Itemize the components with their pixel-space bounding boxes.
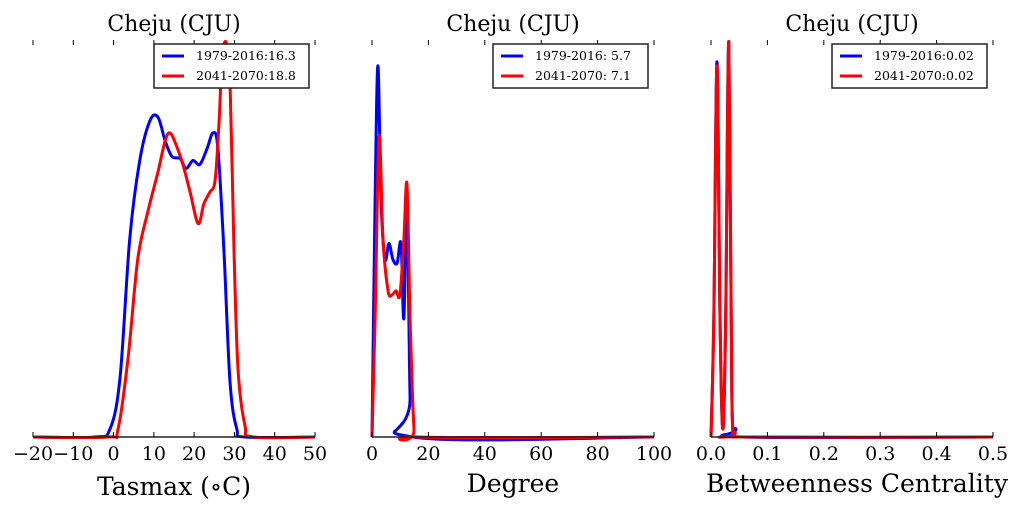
legend-box bbox=[153, 43, 310, 89]
legend: 1979-2016: 5.7 2041-2070: 7.1 bbox=[492, 43, 649, 89]
series-line-2 bbox=[370, 134, 655, 442]
x-tick-label: 100 bbox=[636, 443, 672, 465]
legend-label: 2041-2070: 7.1 bbox=[535, 68, 631, 83]
legend: 1979-2016:16.3 2041-2070:18.8 bbox=[153, 43, 310, 89]
legend-box bbox=[831, 43, 988, 89]
chart-title: Cheju (CJU) bbox=[107, 12, 240, 37]
x-tick-label: 0.3 bbox=[865, 443, 895, 465]
x-tick-label: 30 bbox=[222, 443, 246, 465]
legend-label: 1979-2016:16.3 bbox=[196, 48, 296, 63]
series-line-2 bbox=[32, 39, 316, 440]
x-tick-label: 0.1 bbox=[752, 443, 782, 465]
legend-label: 2041-2070:0.02 bbox=[874, 68, 974, 83]
x-axis-label: Betweenness Centrality bbox=[706, 469, 1009, 498]
series-line-1 bbox=[709, 40, 994, 440]
x-tick-label: 0 bbox=[366, 443, 378, 465]
x-axis-label: Tasmax (∘C) bbox=[97, 472, 251, 501]
x-tick-label: 0.5 bbox=[978, 443, 1008, 465]
x-tick-label: 20 bbox=[416, 443, 440, 465]
series-line-2 bbox=[709, 40, 994, 439]
x-tick-label: 0.4 bbox=[921, 443, 951, 465]
legend-box bbox=[492, 43, 649, 89]
x-tick-label: 0 bbox=[108, 443, 120, 465]
x-tick-label: 50 bbox=[303, 443, 327, 465]
x-tick-label: 0.0 bbox=[696, 443, 726, 465]
x-tick-label: −10 bbox=[53, 443, 93, 465]
x-tick-label: 60 bbox=[529, 443, 553, 465]
legend: 1979-2016:0.02 2041-2070:0.02 bbox=[831, 43, 988, 89]
chart-panel-3: Cheju (CJU) 0.0 0.1 0.2 0.3 0.4 0.5 Betweenness… bbox=[696, 12, 1009, 498]
x-tick-label: 10 bbox=[142, 443, 166, 465]
legend-label: 1979-2016: 5.7 bbox=[535, 48, 631, 63]
chart-title: Cheju (CJU) bbox=[785, 12, 918, 37]
series-line-1 bbox=[370, 64, 655, 442]
x-axis-label: Degree bbox=[467, 469, 559, 498]
x-tick-label: 40 bbox=[263, 443, 287, 465]
x-tick-label: 0.2 bbox=[809, 443, 839, 465]
chart-panel-2: Cheju (CJU) 0 20 40 60 80 100 Degree 1979-2016: … bbox=[366, 12, 672, 498]
x-tick-label: 20 bbox=[182, 443, 206, 465]
chart-title: Cheju (CJU) bbox=[446, 12, 579, 37]
legend-label: 2041-2070:18.8 bbox=[196, 68, 296, 83]
series-line-1 bbox=[32, 113, 316, 440]
x-tick-label: 40 bbox=[473, 443, 497, 465]
x-tick-label: 80 bbox=[586, 443, 610, 465]
chart-panel-1: Cheju (CJU) −20 −10 0 10 20 30 40 50 Tasmax (∘C) 1… bbox=[13, 12, 327, 501]
x-tick-label: −20 bbox=[13, 443, 53, 465]
legend-label: 1979-2016:0.02 bbox=[874, 48, 974, 63]
